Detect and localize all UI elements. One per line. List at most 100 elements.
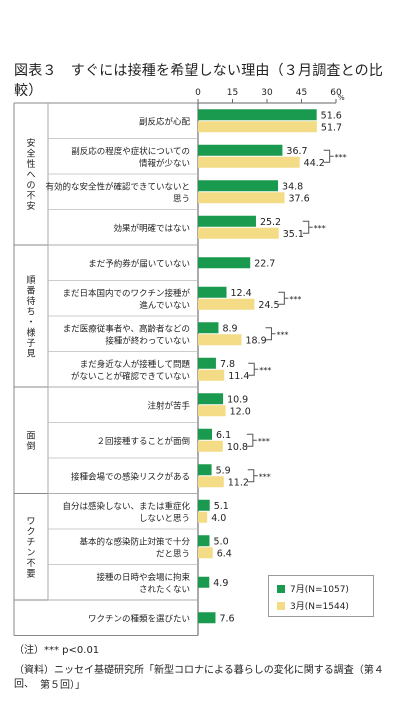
bar-march: [198, 547, 213, 559]
category-label: ワクチンの種類を選びたい: [88, 613, 190, 624]
x-tick-label: 30: [261, 88, 273, 98]
value-label-march: 51.7: [321, 122, 342, 133]
group-label-char: 性: [26, 158, 35, 170]
value-label-july: 7.6: [219, 613, 234, 624]
category-label: 接種会場での感染リスクがある: [71, 471, 190, 482]
value-label-july: 10.9: [227, 394, 248, 405]
bar-july: [198, 428, 213, 440]
category-label: されたくない: [139, 585, 190, 595]
group-label-char: 順: [26, 275, 35, 286]
group-label-char: 倒: [26, 440, 35, 452]
source-line-2: 第５回）」: [40, 680, 85, 691]
category-label: まだ日本国内でのワクチン接種が: [62, 288, 190, 299]
bar-july: [198, 180, 279, 192]
group-label-char: ク: [26, 527, 35, 538]
legend-item-march: 3月(N=1544): [277, 599, 349, 612]
legend-item-july: 7月(N=1057): [277, 582, 349, 595]
value-label-march: 11.4: [228, 371, 249, 382]
category-label: 有効的な安全性が確認できていないと: [45, 181, 190, 192]
group-label-char: 安: [26, 200, 35, 212]
group-label-char: 面: [26, 431, 35, 442]
group-label-char: ワ: [26, 517, 35, 527]
bar-july: [198, 464, 212, 476]
bar-march: [198, 476, 224, 488]
group-label-char: 不: [26, 191, 35, 202]
category-label: 副反応の程度や症状についての: [71, 146, 190, 157]
bar-july: [198, 535, 210, 547]
bar-march: [198, 121, 317, 133]
x-tick-label: 15: [227, 88, 238, 98]
bar-march: [198, 511, 208, 523]
value-label-march: 4.0: [211, 513, 226, 524]
value-label-july: 22.7: [254, 258, 275, 269]
value-label-july: 51.6: [321, 110, 342, 121]
group-label-char: 様: [26, 326, 35, 338]
category-label: 接種の日時や会場に拘束: [96, 572, 190, 583]
group-label-char: チ: [26, 537, 35, 548]
x-unit-label: %: [338, 94, 345, 102]
bar-march: [198, 369, 225, 381]
value-label-march: 24.5: [258, 300, 279, 311]
group-label-char: 要: [26, 569, 35, 580]
value-label-march: 35.1: [283, 229, 304, 240]
value-label-july: 4.9: [213, 578, 228, 589]
category-label: 基本的な感染防止対策で十分: [79, 536, 190, 547]
bar-march: [198, 334, 242, 346]
bar-july: [198, 109, 317, 121]
legend: 7月(N=1057) 3月(N=1544): [268, 575, 374, 617]
group-label-char: 番: [26, 284, 35, 296]
value-label-july: 25.2: [260, 217, 281, 228]
category-label: ２回接種することが面倒: [96, 436, 190, 447]
category-label: まだ予約券が届いていない: [88, 258, 190, 269]
group-label-char: ン: [26, 549, 35, 559]
category-label: 注射が苦手: [147, 400, 190, 411]
significance-marker: ***: [289, 295, 301, 304]
bar-july: [198, 499, 210, 511]
bar-july: [198, 322, 219, 334]
significance-note: （注）*** p<0.01: [14, 645, 100, 656]
group-label-char: 見: [26, 348, 35, 359]
category-label: 接種が終わっていない: [105, 335, 190, 346]
legend-swatch-july: [277, 584, 285, 593]
x-tick-label: 45: [296, 88, 307, 98]
value-label-july: 5.0: [214, 536, 229, 547]
category-label: がないことが確認できていない: [71, 371, 190, 382]
category-label: まだ医療従事者や、高齢者などの: [63, 323, 190, 334]
value-label-march: 37.6: [288, 193, 309, 204]
value-label-july: 34.8: [282, 181, 303, 192]
group-label-char: ・: [26, 318, 35, 328]
category-label: 思う: [173, 194, 190, 204]
x-tick-label: 0: [195, 88, 201, 98]
value-label-july: 6.1: [216, 430, 231, 441]
legend-label-march: 3月(N=1544): [290, 602, 349, 612]
category-label: まだ身近な人が接種して問題: [80, 359, 191, 370]
value-label-march: 10.8: [227, 442, 248, 453]
group-label-char: 不: [26, 558, 35, 569]
bar-march: [198, 405, 226, 417]
bar-july: [198, 393, 224, 405]
bar-march: [198, 156, 300, 168]
value-label-march: 12.0: [230, 406, 251, 417]
bar-july: [198, 257, 251, 269]
value-label-july: 7.8: [220, 359, 235, 370]
bar-march: [198, 192, 285, 204]
significance-marker: ***: [276, 330, 288, 339]
bar-july: [198, 286, 227, 298]
bar-july: [198, 215, 256, 227]
bar-march: [198, 227, 279, 239]
source-line-1: （資料）ニッセイ基礎研究所「新型コロナによる暮らしの変化に関する調査（第４回、: [14, 665, 384, 690]
bar-july: [198, 144, 283, 156]
group-label-char: の: [26, 181, 35, 191]
group-label-char: 安: [26, 137, 35, 149]
bar-july: [198, 612, 216, 624]
chart-title: 図表３ すぐには接種を希望しない理由（３月調査との比較）: [14, 63, 384, 99]
group-label-char: 全: [26, 148, 35, 160]
category-label: 自分は感染しない、または重症化: [62, 501, 190, 512]
significance-marker: ***: [258, 437, 270, 446]
category-label: だと思う: [156, 549, 190, 559]
legend-swatch-march: [277, 601, 285, 610]
value-label-july: 8.9: [222, 323, 237, 334]
value-label-march: 11.2: [228, 477, 249, 488]
x-tick-label: 60: [330, 88, 342, 98]
